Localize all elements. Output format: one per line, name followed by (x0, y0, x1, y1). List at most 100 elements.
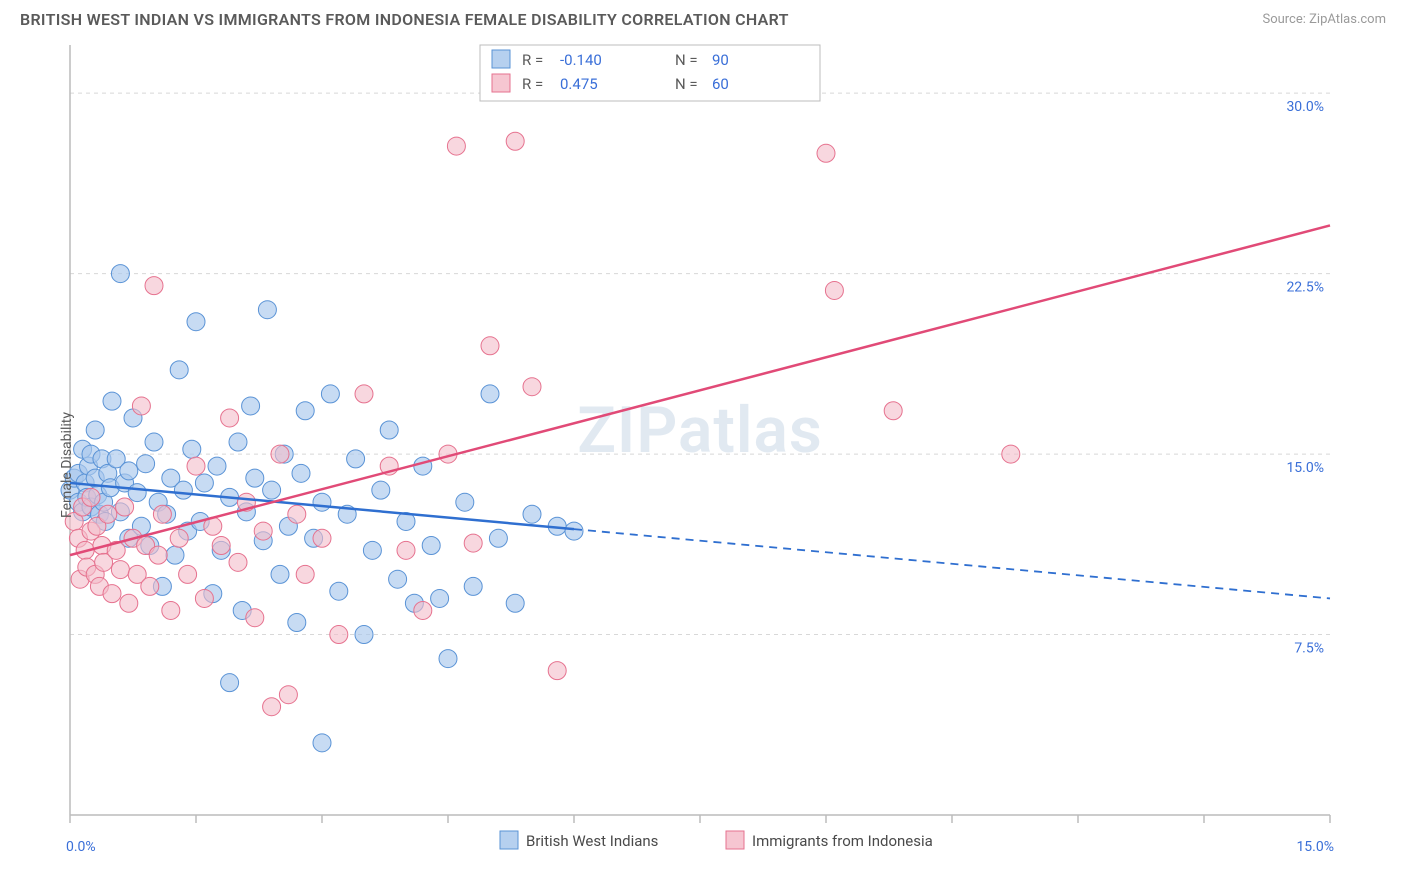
data-point (229, 553, 247, 571)
data-point (195, 474, 213, 492)
stats-label: R = (522, 75, 543, 93)
data-point (263, 698, 281, 716)
data-point (120, 594, 138, 612)
data-point (82, 488, 100, 506)
data-point (292, 464, 310, 482)
source-attribution: Source: ZipAtlas.com (1262, 12, 1386, 27)
data-point (221, 409, 239, 427)
data-point (212, 537, 230, 555)
data-point (481, 337, 499, 355)
correlation-chart: 7.5%15.0%22.5%30.0%0.0%15.0%ZIPatlasR =-… (20, 35, 1386, 895)
data-point (128, 484, 146, 502)
data-point (242, 397, 260, 415)
data-point (506, 132, 524, 150)
regression-line-extrapolated (574, 529, 1330, 598)
stats-r-value: 0.475 (560, 75, 598, 93)
y-axis-label: Female Disability (59, 412, 75, 518)
data-point (1002, 445, 1020, 463)
watermark: ZIPatlas (577, 393, 823, 468)
data-point (347, 450, 365, 468)
data-point (523, 378, 541, 396)
data-point (363, 541, 381, 559)
data-point (817, 144, 835, 162)
stats-label: R = (522, 51, 543, 69)
data-point (456, 493, 474, 511)
data-point (162, 601, 180, 619)
regression-line (70, 225, 1330, 555)
data-point (372, 481, 390, 499)
data-point (271, 565, 289, 583)
data-point (313, 493, 331, 511)
data-point (321, 385, 339, 403)
stats-n-value: 90 (712, 51, 729, 69)
y-tick-label: 30.0% (1286, 99, 1324, 115)
y-tick-label: 22.5% (1286, 280, 1324, 296)
stats-r-value: -0.140 (560, 51, 602, 69)
data-point (288, 505, 306, 523)
data-point (397, 541, 415, 559)
legend-label: Immigrants from Indonesia (752, 832, 933, 850)
data-point (288, 614, 306, 632)
data-point (330, 626, 348, 644)
data-point (296, 402, 314, 420)
data-point (825, 281, 843, 299)
stats-label: N = (675, 75, 698, 93)
data-point (313, 734, 331, 752)
data-point (174, 481, 192, 499)
y-tick-label: 7.5% (1294, 641, 1324, 657)
data-point (187, 457, 205, 475)
data-point (103, 585, 121, 603)
data-point (145, 433, 163, 451)
data-point (263, 481, 281, 499)
data-point (111, 265, 129, 283)
data-point (330, 582, 348, 600)
data-point (296, 565, 314, 583)
data-point (414, 601, 432, 619)
data-point (120, 462, 138, 480)
data-point (431, 589, 449, 607)
data-point (132, 397, 150, 415)
data-point (489, 529, 507, 547)
data-point (86, 421, 104, 439)
data-point (355, 626, 373, 644)
data-point (187, 313, 205, 331)
data-point (246, 469, 264, 487)
data-point (166, 546, 184, 564)
x-tick-label: 0.0% (66, 839, 96, 855)
data-point (229, 433, 247, 451)
data-point (523, 505, 541, 523)
data-point (389, 570, 407, 588)
legend-swatch (500, 831, 518, 849)
data-point (170, 529, 188, 547)
chart-title: BRITISH WEST INDIAN VS IMMIGRANTS FROM I… (20, 10, 789, 29)
data-point (208, 457, 226, 475)
data-point (464, 534, 482, 552)
data-point (103, 392, 121, 410)
data-point (246, 609, 264, 627)
data-point (179, 565, 197, 583)
data-point (414, 457, 432, 475)
data-point (447, 137, 465, 155)
data-point (380, 421, 398, 439)
legend-swatch (492, 74, 510, 92)
data-point (422, 537, 440, 555)
data-point (506, 594, 524, 612)
data-point (884, 402, 902, 420)
legend-swatch (726, 831, 744, 849)
data-point (258, 301, 276, 319)
data-point (548, 662, 566, 680)
legend-label: British West Indians (526, 832, 658, 850)
x-tick-label: 15.0% (1296, 839, 1334, 855)
data-point (170, 361, 188, 379)
data-point (195, 589, 213, 607)
data-point (149, 546, 167, 564)
data-point (183, 440, 201, 458)
data-point (313, 529, 331, 547)
stats-n-value: 60 (712, 75, 729, 93)
data-point (254, 522, 272, 540)
data-point (153, 505, 171, 523)
data-point (145, 277, 163, 295)
data-point (481, 385, 499, 403)
data-point (141, 577, 159, 595)
data-point (439, 650, 457, 668)
